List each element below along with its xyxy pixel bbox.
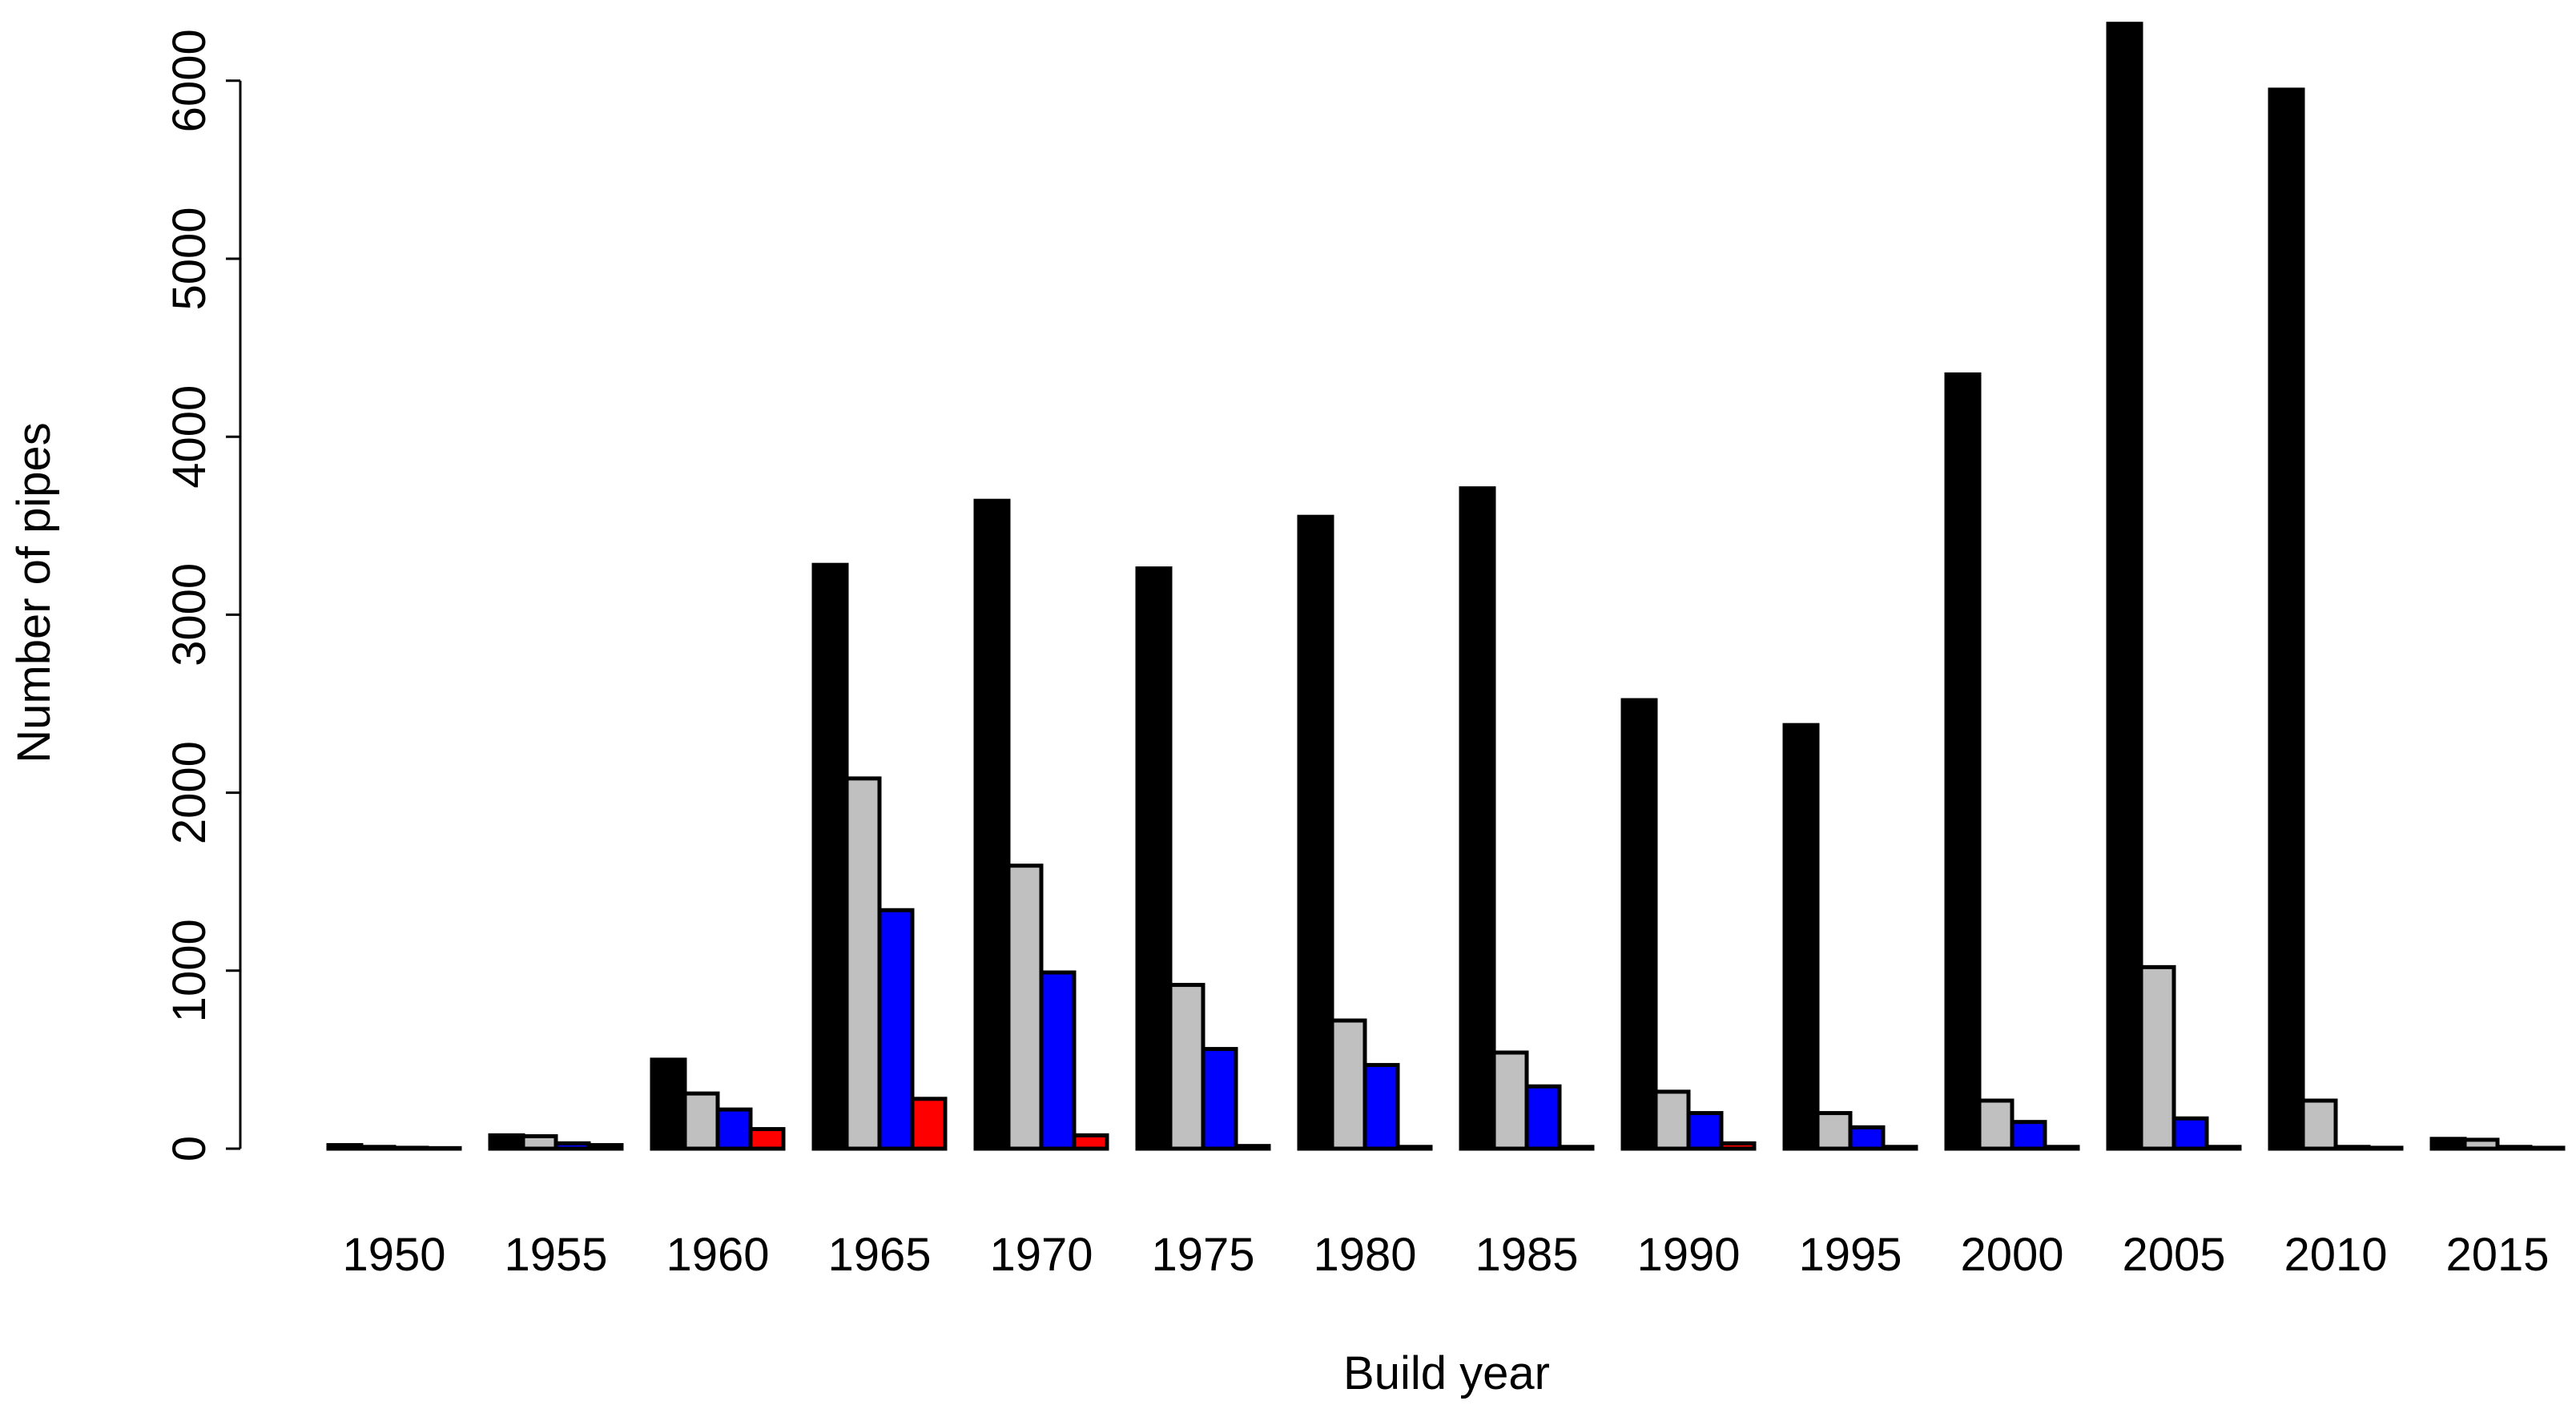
x-tick-label: 1985 xyxy=(1475,1229,1578,1281)
bar-1985-series-3 xyxy=(1524,1084,1562,1151)
bar-1965-series-1 xyxy=(811,562,849,1151)
bar-1990-series-2 xyxy=(1653,1089,1691,1151)
x-axis-title: Build year xyxy=(1343,1347,1550,1399)
bar-1960-series-2 xyxy=(682,1091,720,1151)
bar-1990-series-1 xyxy=(1620,698,1658,1151)
bar-1950-series-1 xyxy=(326,1143,364,1151)
bar-1955-series-4 xyxy=(586,1143,624,1151)
bar-1970-series-1 xyxy=(973,498,1011,1151)
y-tick-label: 1000 xyxy=(163,919,215,1022)
bar-1960-series-3 xyxy=(715,1107,753,1151)
x-tick-label: 1965 xyxy=(827,1229,931,1281)
y-tick-label: 2000 xyxy=(163,741,215,844)
x-tick-label: 2015 xyxy=(2445,1229,2549,1281)
bar-1975-series-1 xyxy=(1135,566,1173,1151)
y-tick-label: 3000 xyxy=(163,563,215,666)
bar-1970-series-3 xyxy=(1039,970,1077,1151)
bar-1980-series-1 xyxy=(1297,514,1334,1151)
bar-1985-series-4 xyxy=(1557,1145,1595,1151)
bar-1970-series-2 xyxy=(1006,863,1044,1151)
bar-2015-series-2 xyxy=(2462,1137,2500,1151)
x-tick-label: 2010 xyxy=(2284,1229,2387,1281)
x-tick-label: 2000 xyxy=(1960,1229,2063,1281)
bar-1965-series-4 xyxy=(910,1097,948,1151)
bar-2010-series-3 xyxy=(2333,1145,2371,1151)
bar-2000-series-2 xyxy=(1977,1098,2015,1151)
bar-1985-series-1 xyxy=(1459,486,1496,1151)
bar-1990-series-3 xyxy=(1686,1111,1724,1151)
bar-2010-series-1 xyxy=(2268,87,2305,1151)
x-tick-label: 1955 xyxy=(504,1229,607,1281)
bar-1980-series-2 xyxy=(1330,1018,1367,1151)
bar-2015-series-3 xyxy=(2495,1145,2533,1151)
bar-1950-series-2 xyxy=(359,1145,396,1151)
x-tick-label: 1975 xyxy=(1151,1229,1254,1281)
bar-1975-series-4 xyxy=(1234,1144,1271,1151)
bar-1980-series-4 xyxy=(1395,1145,1433,1151)
y-axis-title: Number of pipes xyxy=(8,422,60,763)
bar-2005-series-4 xyxy=(2204,1145,2242,1151)
bar-1950-series-4 xyxy=(425,1145,462,1151)
bar-2010-series-2 xyxy=(2300,1098,2338,1151)
bars-layer xyxy=(326,22,2566,1151)
x-tick-label: 1995 xyxy=(1798,1229,1902,1281)
bar-1975-series-3 xyxy=(1201,1047,1238,1151)
y-tick-label: 4000 xyxy=(163,385,215,489)
bar-1995-series-3 xyxy=(1848,1125,1886,1151)
x-axis-labels: 1950 1955 1960 1965 1970 1975 1980 1985 1990 1995… xyxy=(342,1229,2549,1281)
bar-1960-series-4 xyxy=(748,1127,786,1151)
x-tick-label: 1970 xyxy=(989,1229,1093,1281)
bar-1965-series-3 xyxy=(877,908,915,1151)
y-tick-label: 5000 xyxy=(163,207,215,310)
y-axis: 0 1000 2000 3000 4000 5000 6000 xyxy=(163,29,242,1161)
bar-1970-series-4 xyxy=(1072,1133,1109,1151)
bar-1950-series-3 xyxy=(392,1145,429,1151)
bar-1980-series-3 xyxy=(1362,1063,1400,1151)
bar-2005-series-1 xyxy=(2106,22,2143,1151)
x-tick-label: 2005 xyxy=(2122,1229,2225,1281)
bar-2015-series-4 xyxy=(2528,1145,2566,1151)
bar-1975-series-2 xyxy=(1168,983,1205,1151)
bar-2000-series-4 xyxy=(2043,1145,2080,1151)
x-tick-label: 1950 xyxy=(342,1229,445,1281)
bar-1995-series-1 xyxy=(1782,723,1820,1151)
x-tick-label: 1960 xyxy=(666,1229,769,1281)
bar-2005-series-2 xyxy=(2139,964,2176,1151)
bar-2005-series-3 xyxy=(2171,1116,2209,1151)
bar-1995-series-2 xyxy=(1815,1111,1853,1151)
y-tick-label: 0 xyxy=(163,1136,215,1161)
bar-1955-series-1 xyxy=(488,1133,525,1151)
bar-1965-series-2 xyxy=(844,776,882,1151)
x-tick-label: 1990 xyxy=(1636,1229,1740,1281)
bar-1955-series-3 xyxy=(553,1141,591,1151)
x-tick-label: 1980 xyxy=(1313,1229,1416,1281)
y-tick-label: 6000 xyxy=(163,29,215,132)
bar-2010-series-4 xyxy=(2366,1145,2404,1151)
bar-1960-series-1 xyxy=(650,1057,687,1151)
bar-1955-series-2 xyxy=(521,1133,558,1151)
bar-1990-series-4 xyxy=(1719,1141,1757,1151)
bar-1995-series-4 xyxy=(1881,1145,1918,1151)
bar-1985-series-2 xyxy=(1491,1050,1529,1151)
bar-2015-series-1 xyxy=(2429,1137,2467,1151)
bar-2000-series-1 xyxy=(1944,372,1982,1151)
bar-2000-series-3 xyxy=(2010,1120,2047,1151)
